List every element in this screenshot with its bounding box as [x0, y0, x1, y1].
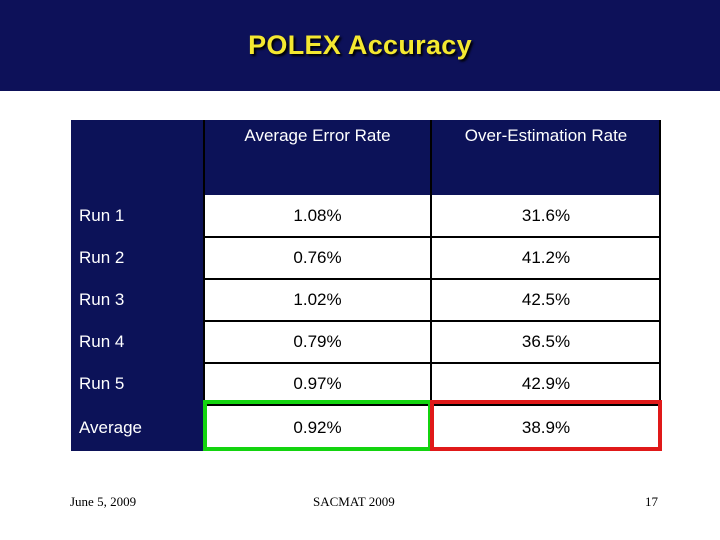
table-grid-line: [204, 236, 661, 238]
row-label: Run 1: [71, 195, 204, 237]
accuracy-table: Average Error Rate Over-Estimation Rate …: [71, 120, 662, 451]
row-over-est: 41.2%: [431, 237, 661, 279]
row-avg-error: 1.02%: [204, 279, 431, 321]
table-grid-line: [204, 404, 661, 406]
footer-page-number: 17: [645, 494, 658, 509]
row-over-est: 42.5%: [431, 279, 661, 321]
row-label: Run 4: [71, 321, 204, 363]
table-grid-line: [204, 320, 661, 322]
row-avg-error: 0.79%: [204, 321, 431, 363]
table-grid-line: [203, 120, 205, 451]
row-over-est: 42.9%: [431, 363, 661, 405]
row-over-est: 31.6%: [431, 195, 661, 237]
row-over-est-average: 38.9%: [431, 405, 661, 451]
row-avg-error-average: 0.92%: [204, 405, 431, 451]
footer-venue: SACMAT 2009: [313, 494, 395, 509]
row-label: Run 5: [71, 363, 204, 405]
table-header-avg-error: Average Error Rate: [204, 120, 431, 195]
table-header-over-est: Over-Estimation Rate: [431, 120, 661, 195]
table-grid-line: [204, 278, 661, 280]
table-grid-line: [430, 120, 432, 451]
footer-date: June 5, 2009: [70, 494, 137, 509]
table-header-corner: [71, 120, 204, 195]
table-grid-line: [204, 362, 661, 364]
row-over-est: 36.5%: [431, 321, 661, 363]
row-label: Run 3: [71, 279, 204, 321]
row-avg-error: 1.08%: [204, 195, 431, 237]
title-bar: [0, 0, 720, 91]
row-avg-error: 0.76%: [204, 237, 431, 279]
slide-title: POLEX Accuracy: [248, 30, 472, 60]
table-grid-line: [659, 120, 661, 451]
row-label: Run 2: [71, 237, 204, 279]
row-avg-error: 0.97%: [204, 363, 431, 405]
row-label-average: Average: [71, 405, 204, 451]
